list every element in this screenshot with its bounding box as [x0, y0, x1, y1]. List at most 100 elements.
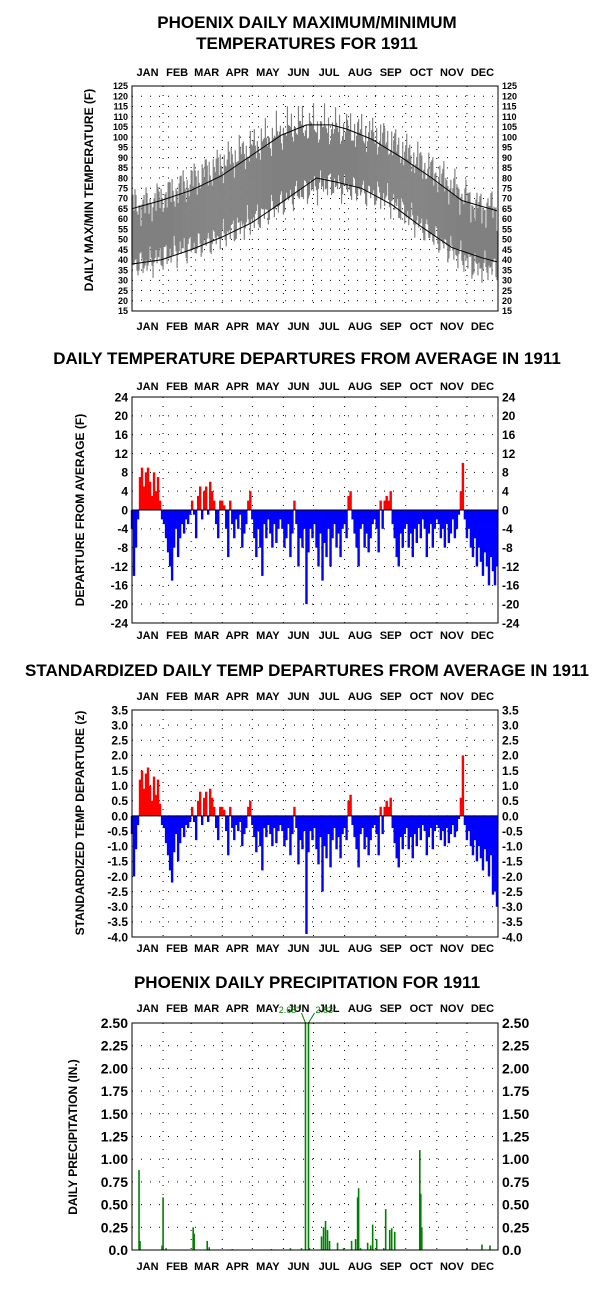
chart2-month-label-bottom: OCT	[410, 630, 434, 642]
chart1-month-label-bottom: SEP	[380, 321, 402, 333]
chart1-ytick-right: 85	[502, 163, 512, 173]
chart3-below-bar	[345, 815, 348, 841]
chart3-below-bar	[391, 815, 394, 829]
chart1-ytick-left: 25	[118, 286, 128, 296]
chart2-above-bar	[209, 481, 212, 510]
chart2-below-bar	[397, 510, 400, 567]
chart2-below-bar	[309, 510, 312, 529]
chart3-below-bar	[439, 815, 443, 841]
chart4-ytick-left: 0.25	[101, 1219, 128, 1235]
chart3-month-label-top: NOV	[440, 691, 465, 703]
chart3-above-bar	[249, 800, 252, 816]
chart3-below-bar	[359, 815, 362, 835]
chart2-above-bar	[150, 495, 154, 510]
chart2-below-bar	[361, 510, 364, 525]
chart2-above-bar	[148, 481, 152, 510]
chart2-below-bar	[465, 510, 469, 539]
chart3-ytick-left: 1.5	[111, 764, 128, 778]
chart2-below-bar	[413, 510, 416, 529]
chart3-below-bar	[365, 815, 368, 838]
chart2-below-bar	[367, 510, 370, 553]
chart3-below-bar	[174, 815, 178, 835]
chart2-ytick-left: 8	[121, 466, 128, 480]
chart3-above-bar	[144, 773, 148, 816]
chart3-above-bar	[223, 809, 226, 816]
chart3-below-bar	[303, 815, 306, 832]
chart2-below-bar	[403, 510, 406, 529]
chart2-below-bar	[231, 510, 234, 525]
chart2-below-bar	[241, 510, 244, 548]
chart1-ytick-right: 60	[502, 214, 512, 224]
chart2-below-bar	[168, 510, 172, 567]
chart3-below-bar	[295, 815, 298, 829]
chart3-below-bar	[253, 815, 256, 838]
chart2-below-bar	[281, 510, 284, 529]
chart4-month-label-top: AUG	[348, 1003, 372, 1015]
chart3-below-bar	[239, 815, 242, 822]
chart3-below-bar	[257, 815, 260, 832]
chart3-below-bar	[301, 815, 304, 850]
chart3-below-bar	[313, 815, 316, 829]
chart3-below-bar	[255, 815, 258, 853]
chart1-ytick-left: 100	[113, 132, 128, 142]
chart3-below-bar	[361, 815, 364, 829]
chart2-below-bar	[253, 510, 256, 539]
chart4-month-label-bottom: JAN	[137, 1261, 159, 1273]
chart3-below-bar	[227, 815, 230, 856]
chart3-below-bar	[307, 815, 310, 853]
chart2-below-bar	[160, 510, 164, 520]
chart2-below-bar	[339, 510, 342, 558]
chart4-ytick-right: 2.25	[502, 1038, 529, 1054]
chart2-below-bar	[215, 510, 218, 525]
chart3-above-bar	[198, 791, 202, 816]
chart2-below-bar	[375, 510, 378, 529]
chart4-ytick-right: 0.25	[502, 1219, 529, 1235]
chart1-month-label-bottom: DEC	[471, 321, 494, 333]
chart3-below-bar	[281, 815, 284, 832]
chart3-month-label-top: JAN	[137, 691, 159, 703]
chart3-below-bar	[381, 815, 384, 835]
chart2-below-bar	[471, 510, 475, 558]
chart3-below-bar	[176, 815, 180, 862]
chart3-below-bar	[451, 815, 455, 826]
chart3-below-bar	[495, 815, 499, 907]
chart2-below-bar	[279, 510, 282, 520]
chart3-above-bar	[461, 755, 465, 816]
chart3-ytick-right: -2.5	[502, 885, 523, 899]
chart3-below-bar	[188, 815, 192, 822]
chart4-ytick-right: 2.00	[502, 1060, 529, 1076]
chart1-ytick-right: 80	[502, 173, 512, 183]
chart3-below-bar	[343, 815, 346, 829]
chart1-ytick-right: 45	[502, 245, 512, 255]
chart2-below-bar	[419, 510, 422, 539]
chart4-month-label-bottom: FEB	[166, 1261, 188, 1273]
chart4-annotation-label: 2.68"	[279, 1005, 300, 1015]
chart2-below-bar	[239, 510, 242, 515]
chart1-month-label-top: SEP	[380, 67, 402, 79]
chart2-below-bar	[393, 510, 396, 539]
chart2-ytick-left: 12	[115, 447, 129, 461]
chart4-month-label-bottom: NOV	[440, 1261, 465, 1273]
chart1-title-line1: PHOENIX DAILY MAXIMUM/MINIMUM	[157, 13, 457, 32]
chart3-below-bar	[289, 815, 292, 856]
chart1-ytick-right: 105	[502, 122, 517, 132]
chart3-month-label-top: JUN	[287, 691, 309, 703]
chart3-above-bar	[158, 803, 162, 816]
chart3-below-bar	[427, 815, 431, 838]
chart3-below-bar	[435, 815, 439, 826]
chart1-ylabel: DAILY MAX/MIN TEMPERATURE (F)	[82, 89, 96, 291]
chart4-ytick-right: 1.50	[502, 1106, 529, 1122]
chart2-ytick-right: -8	[502, 541, 513, 555]
chart3-below-bar	[431, 815, 435, 850]
chart3-below-bar	[339, 815, 342, 859]
chart2-below-bar	[445, 510, 449, 525]
chart2-month-label-bottom: AUG	[348, 630, 372, 642]
chart2-ytick-right: 12	[502, 447, 516, 461]
chart3-month-label-top: APR	[226, 691, 249, 703]
chart3-below-bar	[283, 815, 286, 847]
chart2-above-bar	[142, 486, 146, 510]
chart1-ytick-left: 65	[118, 204, 128, 214]
chart2-month-label-top: JUN	[287, 381, 309, 393]
chart2-below-bar	[307, 510, 310, 553]
chart2-below-bar	[305, 510, 308, 605]
